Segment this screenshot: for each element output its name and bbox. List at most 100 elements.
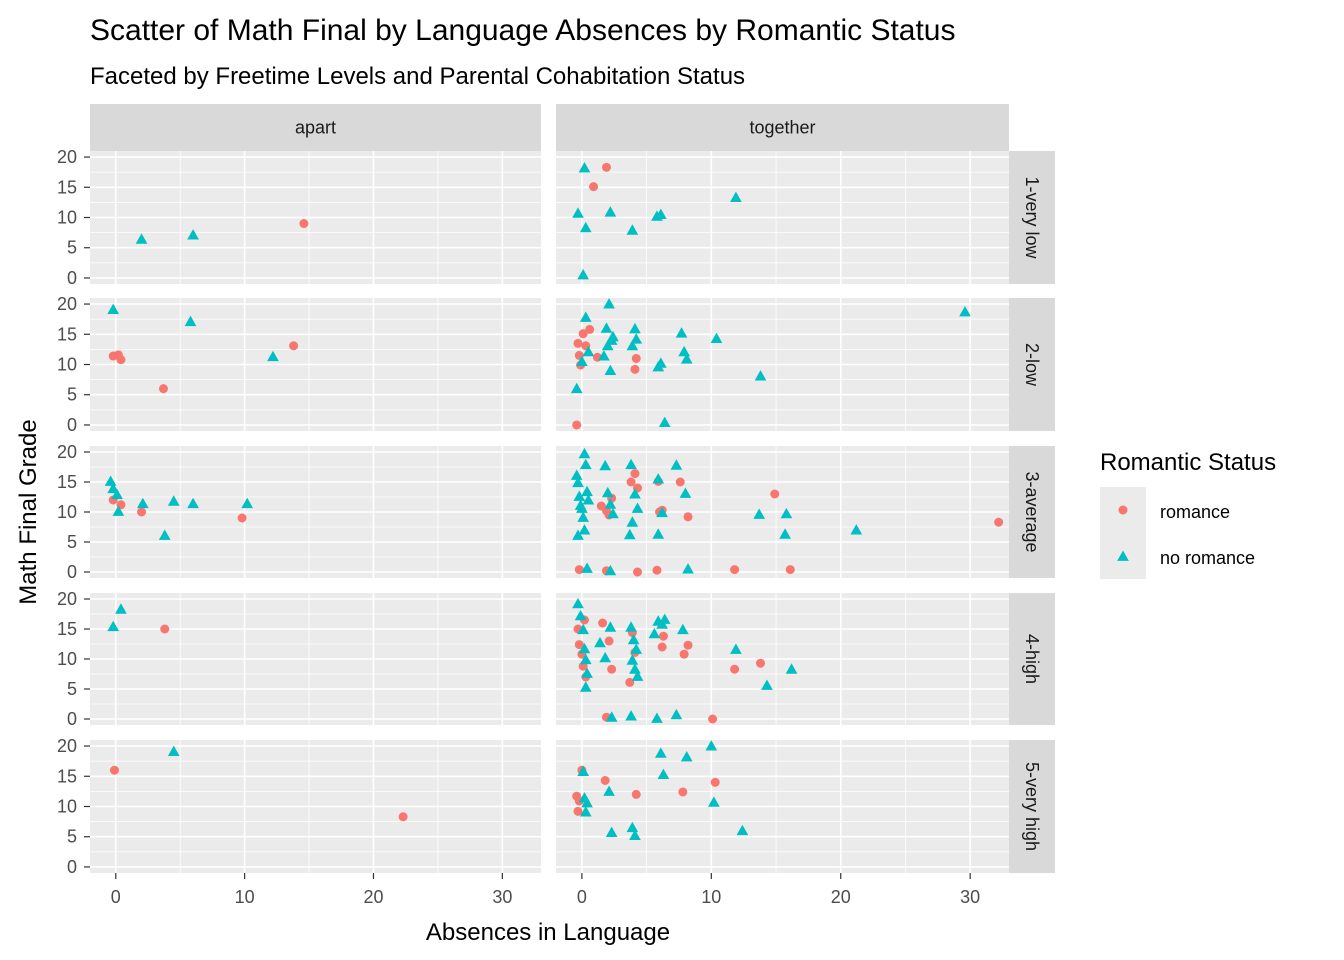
point-no-romance (705, 740, 718, 751)
chart-subtitle: Faceted by Freetime Levels and Parental … (90, 63, 745, 90)
point-no-romance (582, 494, 595, 505)
point-no-romance (657, 768, 670, 779)
point-romance (585, 324, 595, 334)
point-romance (160, 624, 170, 634)
point-romance (730, 664, 740, 674)
point-no-romance (656, 506, 668, 518)
point-no-romance (107, 620, 120, 632)
point-no-romance (578, 524, 591, 535)
y-tick-label: 5 (67, 238, 77, 258)
x-tick-label: 20 (831, 887, 851, 907)
point-no-romance (627, 633, 640, 645)
x-tick-label: 0 (577, 887, 587, 907)
point-romance (626, 477, 636, 487)
point-no-romance (570, 469, 583, 480)
point-no-romance (648, 627, 661, 639)
facet-strip-column (556, 104, 1009, 151)
point-no-romance (761, 679, 773, 690)
point-no-romance (658, 416, 671, 428)
point-no-romance (604, 206, 617, 217)
point-no-romance (187, 497, 199, 509)
x-tick-label: 10 (235, 887, 255, 907)
y-tick-label: 15 (57, 472, 77, 492)
point-romance (572, 420, 582, 430)
point-no-romance (599, 459, 612, 471)
point-no-romance (579, 806, 592, 817)
facet-strip-row (1009, 740, 1055, 873)
point-no-romance (582, 345, 595, 357)
point-no-romance (658, 613, 671, 624)
panel-points (107, 603, 170, 634)
facet-strip-row (1009, 593, 1055, 725)
point-romance (755, 658, 765, 668)
point-no-romance (572, 476, 584, 488)
point-no-romance (630, 333, 643, 344)
point-no-romance (626, 821, 639, 833)
point-no-romance (604, 621, 617, 632)
point-romance (625, 677, 635, 687)
point-no-romance (581, 485, 593, 497)
facet-strip-column (90, 104, 541, 151)
point-no-romance (785, 663, 798, 674)
point-romance (598, 618, 608, 628)
legend-key-no-romance (1117, 550, 1129, 561)
chart-title: Scatter of Math Final by Language Absenc… (90, 14, 956, 47)
point-no-romance (599, 651, 612, 663)
point-romance (683, 640, 693, 650)
facet-strip-label: 4-high (1022, 634, 1042, 684)
point-no-romance (730, 643, 742, 654)
y-tick-label: 20 (57, 589, 77, 609)
point-no-romance (579, 458, 592, 470)
point-no-romance (601, 486, 614, 498)
facet-panel (90, 593, 541, 725)
point-romance (299, 219, 309, 229)
x-tick-label: 30 (960, 887, 980, 907)
point-no-romance (600, 322, 613, 333)
y-tick-label: 20 (57, 442, 77, 462)
point-no-romance (753, 508, 766, 519)
point-no-romance (675, 327, 688, 338)
point-no-romance (104, 475, 117, 486)
y-tick-label: 20 (57, 294, 77, 314)
point-no-romance (577, 623, 590, 635)
point-romance (675, 477, 685, 487)
point-romance (785, 565, 795, 575)
point-no-romance (136, 497, 149, 509)
panel-points (135, 219, 309, 244)
point-no-romance (626, 654, 639, 665)
point-no-romance (604, 564, 617, 576)
point-no-romance (779, 528, 791, 539)
point-no-romance (678, 345, 690, 357)
point-romance (678, 787, 688, 797)
point-no-romance (579, 681, 592, 692)
y-tick-label: 10 (57, 208, 77, 228)
y-tick-label: 20 (57, 147, 77, 167)
facet-panel (90, 151, 541, 284)
point-no-romance (607, 330, 619, 342)
legend-title: Romantic Status (1100, 449, 1276, 476)
point-no-romance (631, 502, 644, 513)
point-romance (770, 489, 780, 499)
point-no-romance (605, 826, 618, 837)
y-tick-label: 5 (67, 532, 77, 552)
panel-points (109, 745, 408, 822)
point-romance (630, 469, 640, 479)
point-no-romance (579, 311, 592, 322)
point-no-romance (629, 829, 641, 841)
point-no-romance (598, 350, 610, 361)
x-axes: 0 10 20 30 0 10 20 30 (111, 873, 980, 907)
x-tick-label: 0 (111, 887, 121, 907)
panel-points (572, 162, 742, 280)
point-no-romance (780, 507, 793, 519)
point-romance (633, 567, 643, 577)
point-no-romance (577, 511, 590, 522)
point-no-romance (625, 621, 637, 632)
y-tick-label: 0 (67, 415, 77, 435)
point-romance (652, 565, 662, 575)
facet-strip-row (1009, 298, 1055, 431)
point-no-romance (710, 332, 723, 344)
point-no-romance (581, 562, 593, 573)
y-tick-label: 15 (57, 324, 77, 344)
legend-label: romance (1160, 502, 1230, 522)
point-no-romance (158, 529, 171, 540)
